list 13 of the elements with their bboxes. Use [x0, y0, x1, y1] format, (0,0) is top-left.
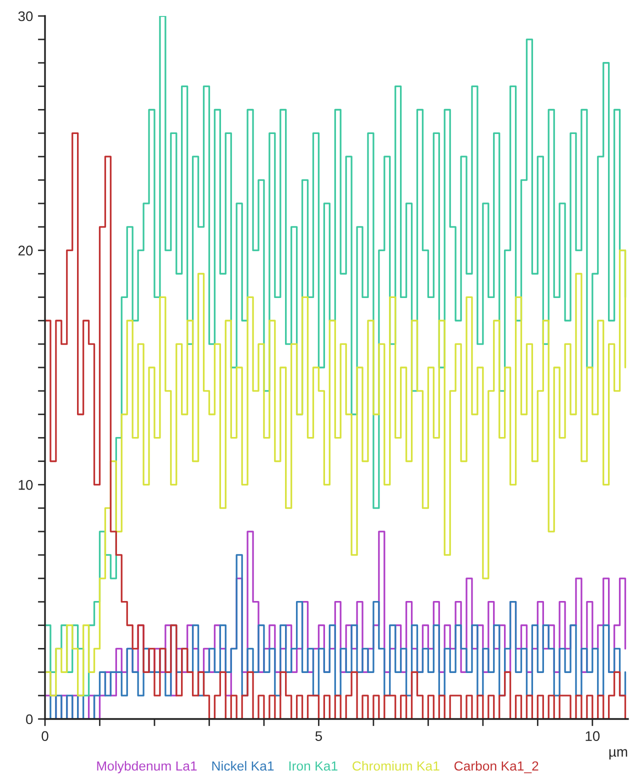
y-tick-label: 10 [18, 480, 33, 490]
x-tick-label: 0 [42, 731, 48, 742]
text: Carbon Ka1_2 [454, 760, 538, 774]
x-tick-label: 10 [586, 731, 600, 742]
y-tick-label: 20 [18, 246, 33, 256]
x-tick-label: 5 [315, 731, 322, 742]
text: Nickel Ka1 [212, 760, 274, 771]
y-tick-label: 30 [18, 11, 33, 22]
text: Chromium Ka1 [352, 760, 440, 771]
x-axis-title: µm [609, 749, 628, 760]
y-tick-label: 0 [26, 714, 33, 724]
text: Molybdenum La1 [97, 760, 197, 774]
text: Iron Ka1 [289, 761, 338, 771]
